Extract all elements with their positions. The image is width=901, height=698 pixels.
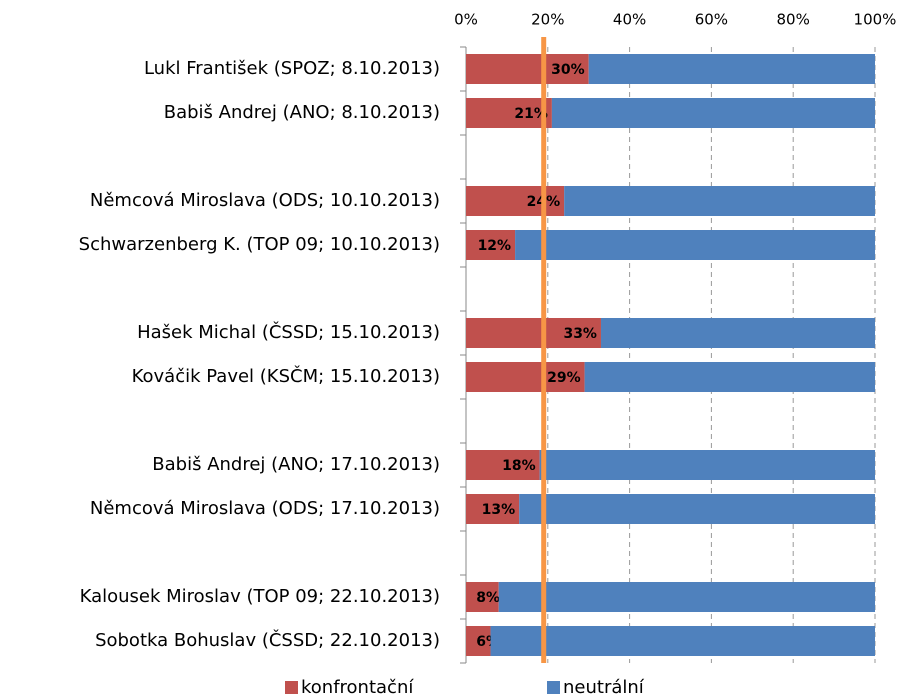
bar-segment xyxy=(466,230,516,260)
category-label: Hašek Michal (ČSSD; 15.10.2013) xyxy=(137,321,440,343)
category-label: Němcová Miroslava (ODS; 10.10.2013) xyxy=(90,190,440,211)
value-label: 33% xyxy=(563,326,597,342)
bar-segment xyxy=(466,626,491,656)
legend-label: neutrální xyxy=(563,677,645,698)
value-label: 12% xyxy=(478,238,512,254)
bar-segment xyxy=(466,582,499,612)
category-label: Kováčik Pavel (KSČM; 15.10.2013) xyxy=(132,365,440,387)
legend-swatch xyxy=(547,681,560,694)
value-label: 13% xyxy=(482,502,516,518)
category-label: Lukl František (SPOZ; 8.10.2013) xyxy=(144,58,440,79)
value-label: 21% xyxy=(514,106,548,122)
category-label: Babiš Andrej (ANO; 17.10.2013) xyxy=(152,454,440,475)
bar-segment xyxy=(466,494,520,524)
bar-segment xyxy=(466,186,565,216)
bar-segment xyxy=(466,98,552,128)
bar-segment xyxy=(466,318,601,348)
x-tick-label: 40% xyxy=(613,11,646,29)
value-label: 18% xyxy=(502,458,536,474)
bar-segment xyxy=(519,494,875,524)
bar-segment xyxy=(588,54,875,84)
value-label: 29% xyxy=(547,370,581,386)
category-label: Babiš Andrej (ANO; 8.10.2013) xyxy=(164,102,440,123)
bar-segment xyxy=(551,98,875,128)
legend-label: konfrontační xyxy=(301,677,414,698)
bar-segment xyxy=(490,626,875,656)
value-label: 30% xyxy=(551,62,585,78)
x-tick-label: 60% xyxy=(695,11,728,29)
bar-segment xyxy=(600,318,875,348)
bar-segment xyxy=(515,230,875,260)
bar-segment xyxy=(466,54,589,84)
category-label: Schwarzenberg K. (TOP 09; 10.10.2013) xyxy=(79,234,440,255)
bar-segment xyxy=(564,186,875,216)
bar-segment xyxy=(539,450,875,480)
category-label: Němcová Miroslava (ODS; 17.10.2013) xyxy=(90,498,440,519)
legend-swatch xyxy=(285,681,298,694)
bar-segment xyxy=(498,582,875,612)
category-label: Sobotka Bohuslav (ČSSD; 22.10.2013) xyxy=(95,629,440,651)
x-tick-label: 20% xyxy=(531,11,564,29)
x-tick-label: 100% xyxy=(854,11,897,29)
value-label: 8% xyxy=(476,590,500,606)
category-label: Kalousek Miroslav (TOP 09; 22.10.2013) xyxy=(80,586,440,607)
x-tick-label: 0% xyxy=(454,11,478,29)
bar-segment xyxy=(466,450,540,480)
x-tick-label: 80% xyxy=(777,11,810,29)
bar-segment xyxy=(584,362,875,392)
bar-segment xyxy=(466,362,585,392)
